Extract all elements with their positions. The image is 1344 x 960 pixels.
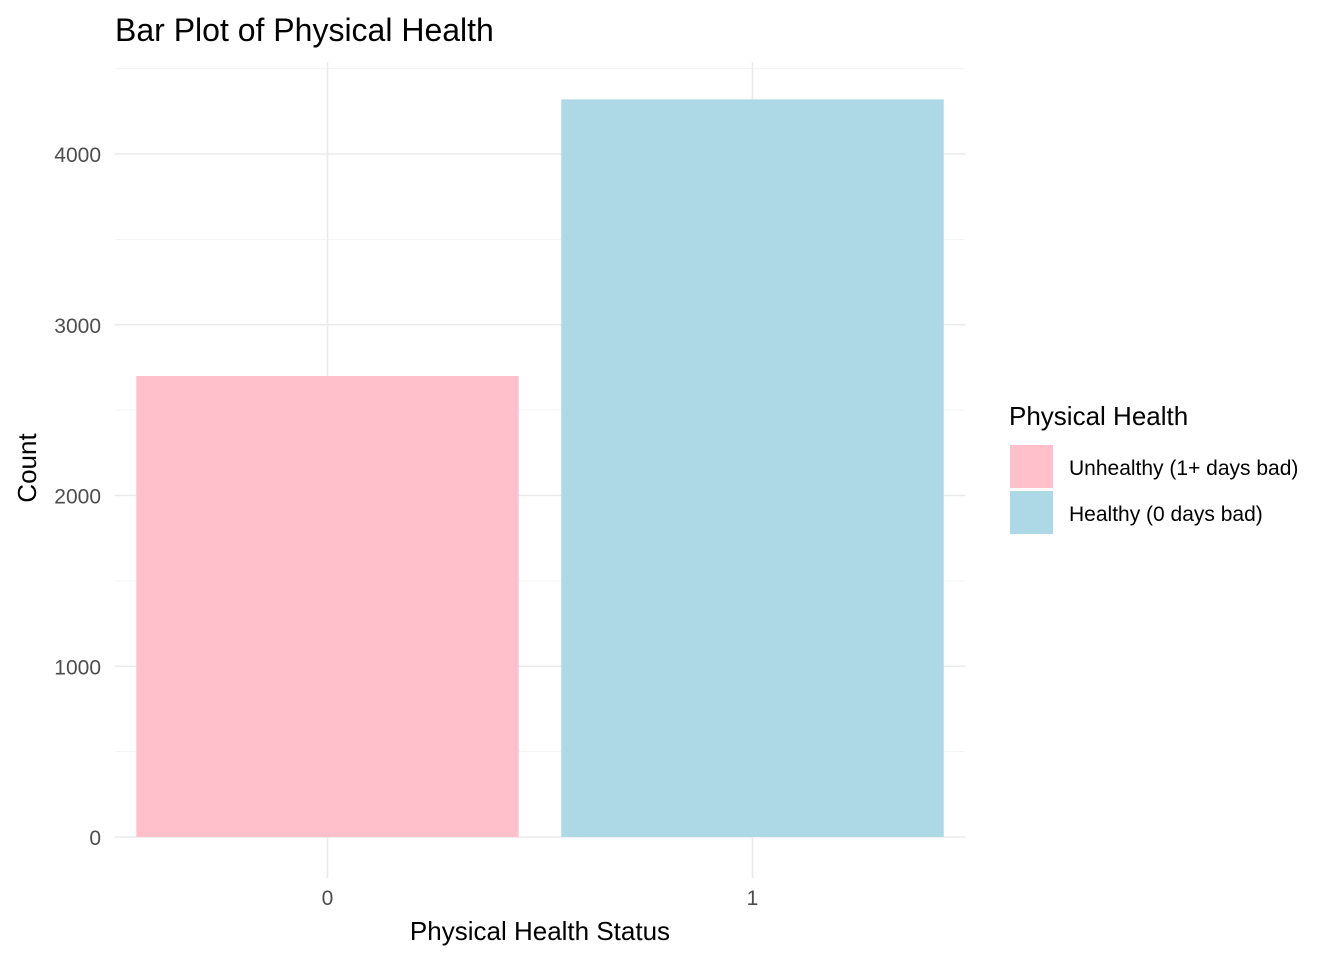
y-tick-label: 2000	[54, 486, 101, 509]
bars	[136, 99, 944, 838]
bar-0	[136, 375, 519, 837]
legend-entries: Unhealthy (1+ days bad) Healthy (0 days b…	[1010, 445, 1298, 534]
legend-swatch	[1010, 445, 1053, 488]
y-tick-label: 4000	[54, 144, 101, 167]
legend-label: Unhealthy (1+ days bad)	[1069, 457, 1298, 480]
y-tick-label: 1000	[54, 656, 101, 679]
bar-1	[561, 99, 944, 838]
y-axis-ticks: 0 1000 2000 3000 4000	[54, 144, 101, 850]
x-tick-label: 0	[322, 887, 334, 910]
y-axis-title: Count	[12, 433, 42, 503]
legend-swatch	[1010, 491, 1053, 534]
y-tick-label: 0	[89, 827, 101, 850]
x-axis-title: Physical Health Status	[410, 916, 670, 946]
legend: Physical Health Unhealthy (1+ days bad) H…	[1009, 401, 1298, 534]
legend-title: Physical Health	[1009, 401, 1188, 431]
y-tick-label: 3000	[54, 315, 101, 338]
legend-label: Healthy (0 days bad)	[1069, 503, 1263, 526]
chart-title: Bar Plot of Physical Health	[115, 12, 494, 48]
x-tick-label: 1	[747, 887, 759, 910]
